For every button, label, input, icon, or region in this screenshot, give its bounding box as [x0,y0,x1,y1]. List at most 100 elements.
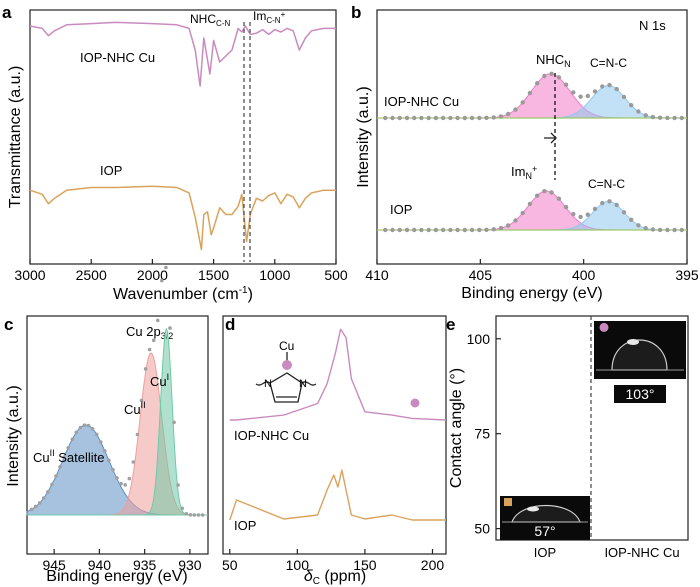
data-point-top [614,86,619,92]
annotation-nhc-n: NHCN [536,52,571,69]
shift-arrow-icon [544,132,557,144]
data-point-top [412,115,417,121]
data-point-cu [196,513,201,517]
data-point-cu [151,338,156,343]
annotation-im-cn: ImC-N+ [253,9,286,25]
data-point-top [498,114,504,119]
data-point-bottom [448,227,453,233]
data-point-cu [90,427,95,431]
data-point-top [578,94,583,99]
data-point-top [484,115,489,121]
data-point-top [549,71,554,77]
data-point-top [426,115,431,121]
angle-text-103: 103° [626,386,655,402]
data-point-cu [176,483,180,487]
c-tick-label-945: 945 [42,557,66,573]
annotation-cu-i: CuI [150,372,169,389]
data-point-bottom [549,190,554,195]
e-tick-label-100: 100 [467,331,491,347]
x-axis-label-c: Binding energy (eV) [46,568,187,585]
plot-frame-b [376,9,688,265]
series-marker-d [410,398,420,408]
data-point-bottom [578,214,583,220]
series-label-iop-nhc-cu-b: IOP-NHC Cu [384,94,459,109]
data-point-cu [184,512,189,516]
data-point-cu [82,423,87,428]
data-point-cu [143,367,148,371]
data-point-top [513,107,518,112]
data-point-bottom [629,217,634,222]
plot-frame-d [222,315,447,555]
data-point-cu [103,449,107,453]
x-ticks-d: 50 100 150 200 [222,549,444,573]
data-point-cu [160,278,164,283]
series-label-iop-d: IOP [234,518,256,533]
x-ticks-c: 945 940 935 930 [42,549,202,573]
data-point-cu [172,420,176,425]
data-point-top [404,115,410,121]
data-point-iop-nhc-cu [599,322,609,332]
data-point-cu [139,398,144,403]
data-point-cu [131,460,136,464]
data-point-cu [66,446,70,450]
data-point-bottom [665,227,670,233]
data-point-cu [62,455,66,460]
c-tick-label-935: 935 [133,557,157,573]
plot-frame-a [29,9,337,265]
data-point-top [672,115,677,121]
y-axis-label-a: Transmittance (a.u.) [7,66,24,209]
panel-title-n1s: N 1s [639,18,666,33]
data-point-top [448,115,453,121]
data-point-cu [70,437,75,442]
a-tick-label-500: 500 [324,267,348,283]
data-point-bottom [657,227,663,233]
data-point-bottom [412,227,417,233]
a-tick-label-3000: 3000 [14,267,45,283]
b-tick-label-395: 395 [675,267,699,283]
data-point-top [621,94,627,100]
panel-b: b N 1s 410 405 400 395 NHCN C=N-C ImN+ C=N-… [351,3,699,302]
curves-a [29,21,336,251]
a-tick-label-2000: 2000 [137,267,168,283]
data-point-cu [164,265,168,270]
data-point-top [643,113,648,118]
data-point-bottom [563,204,569,210]
data-point-cu [33,504,38,509]
panel-letter-c: c [4,315,13,334]
b-tick-label-400: 400 [572,267,596,283]
data-point-top [419,115,424,121]
x-axis-label-b: Binding energy (eV) [461,285,602,302]
data-point-cu [99,440,103,444]
data-point-cu [156,318,160,323]
data-point-top [535,81,540,86]
data-point-bottom [636,223,641,228]
category-label-iop: IOP [534,545,556,560]
data-point-top [433,115,439,121]
c-tick-label-940: 940 [88,557,112,573]
data-point-cu [50,482,54,487]
data-point-bottom [390,227,395,233]
y-axis-label-b: Intensity (a.u.) [355,86,372,187]
panel-a: a 3000 2500 2000 1500 1000 500 NHCC-N ImC-N+ … [2,3,348,303]
panel-d: d 50 100 150 200 Cu N N IOP-NHC Cu IOP δC (… [222,315,447,587]
structure-n-left: N [264,378,272,390]
a-tick-label-2500: 2500 [76,267,107,283]
x-ticks-a: 3000 2500 2000 1500 1000 500 [14,259,348,283]
data-point-cu [58,465,62,469]
data-point-cu [111,467,115,472]
data-point-top [629,103,634,108]
structure-cu-label: Cu [279,339,294,353]
data-point-cu [188,513,193,517]
data-point-cu [46,490,50,494]
droplet-image-iop-nhc-cu [594,321,686,379]
data-point-bottom [426,227,431,233]
data-point-bottom [469,227,475,233]
data-point-bottom [513,218,518,223]
data-point-bottom [383,227,388,233]
data-point-bottom [600,200,605,206]
series-line-iop [29,185,336,251]
data-point-cu [107,458,111,463]
data-point-top [542,73,547,79]
